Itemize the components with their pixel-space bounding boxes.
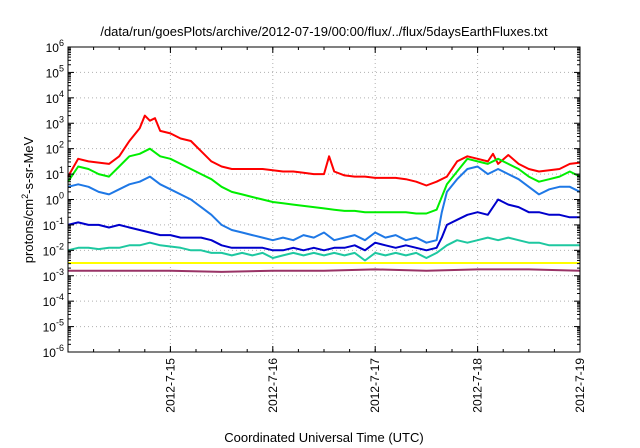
- x-tick-label: 2012-7-16: [266, 358, 280, 413]
- y-tick-label: 102: [46, 140, 64, 157]
- y-tick-label: 103: [46, 114, 64, 131]
- series-line-2: [67, 165, 581, 244]
- series-line-1: [67, 147, 581, 215]
- y-tick-label: 10-3: [43, 267, 64, 284]
- y-tick-label: 10-2: [43, 241, 64, 258]
- y-tick-label: 100: [46, 191, 64, 208]
- series-line-6: [68, 268, 581, 273]
- y-tick-label: 10-4: [43, 292, 64, 309]
- x-axis-label: Coordinated Universal Time (UTC): [224, 430, 423, 445]
- y-tick-label: 105: [46, 63, 64, 80]
- y-axis-label-sup: 2: [20, 194, 30, 199]
- y-axis-label-rest: -s-sr-MeV: [21, 136, 36, 193]
- y-axis-label-base: protons/cm: [21, 199, 36, 263]
- y-tick-label: 10-6: [43, 343, 64, 360]
- y-tick-label: 104: [46, 89, 64, 106]
- y-axis-label: protons/cm2-s-sr-MeV: [20, 136, 36, 263]
- x-tick-label: 2012-7-19: [573, 358, 587, 413]
- chart-title: /data/run/goesPlots/archive/2012-07-19/0…: [100, 24, 548, 39]
- x-tick-label: 2012-7-18: [471, 358, 485, 413]
- series-line-4: [67, 236, 580, 262]
- y-tick-label: 10-5: [43, 318, 64, 335]
- series-line-3: [67, 198, 580, 252]
- x-tick-label: 2012-7-17: [368, 358, 382, 413]
- series-line-0: [67, 114, 581, 187]
- axis-ticks: 10-6 10-5 10-4 10-3 10-2 10-1 100 101 102 103 104 1…: [43, 38, 587, 413]
- y-tick-label: 10-1: [43, 216, 64, 233]
- x-tick-label: 2012-7-15: [163, 358, 177, 413]
- grid-lines: [68, 47, 581, 352]
- y-tick-label: 106: [46, 38, 64, 55]
- series-lines: [67, 114, 581, 273]
- y-tick-label: 101: [46, 165, 64, 182]
